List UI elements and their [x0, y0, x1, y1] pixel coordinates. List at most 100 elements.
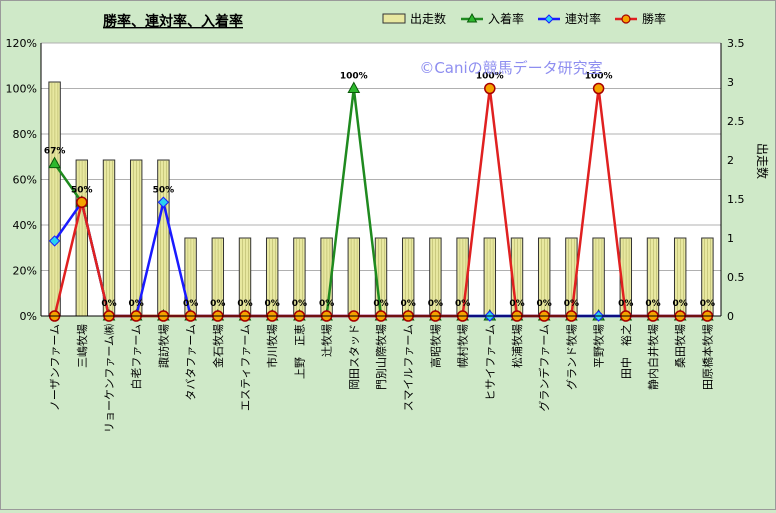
category-label: 白老ファーム [129, 324, 143, 390]
right-tick-label: 3.5 [727, 37, 745, 50]
data-label: 0% [673, 299, 688, 309]
data-labels: 67% 50% 0% 0% 50% 0% 0% 0% 0% 0% 0% 100% 0% 0% 0% 0% 100… [44, 72, 715, 310]
right-tick-label: 0 [727, 310, 734, 323]
category-label: ノーザンファーム [49, 324, 62, 411]
bar [592, 237, 605, 317]
data-label: 0% [210, 299, 225, 309]
category-label: 諏訪牧場 [156, 324, 170, 368]
bar-hatch [486, 239, 494, 316]
bar-hatch [51, 83, 59, 316]
right-tick-label: 0.5 [727, 271, 745, 284]
data-label: 67% [44, 147, 66, 157]
data-label: 0% [645, 299, 660, 309]
category-label: タバタファーム [185, 324, 198, 401]
legend-label: 入着率 [488, 11, 524, 26]
category-label: 田原橋本牧場 [700, 324, 714, 390]
circle-marker [76, 196, 88, 208]
left-tick-label: 60% [13, 174, 37, 187]
bar-hatch [595, 239, 603, 316]
data-label: 100% [340, 72, 368, 82]
legend-label: 連対率 [565, 11, 601, 26]
right-tick-label: 1.5 [727, 193, 745, 206]
category-label: 幌村牧場 [456, 324, 470, 368]
bar-hatch [541, 239, 548, 316]
data-label: 0% [455, 299, 470, 309]
circle-marker [592, 82, 605, 95]
category-label: 金石牧場 [211, 324, 225, 368]
bar-hatch [214, 239, 222, 316]
legend-label: 出走数 [410, 11, 446, 26]
chart-title: 勝率、連対率、入着率 [103, 13, 243, 30]
legend-label: 勝率 [642, 11, 666, 26]
data-label: 0% [292, 299, 307, 309]
bar-hatch [78, 161, 86, 316]
data-label: 0% [564, 299, 579, 309]
bar-hatch [650, 239, 657, 316]
category-label: 三嶋牧場 [75, 324, 89, 368]
data-label: 100% [585, 72, 613, 82]
category-label: 桑田牧場 [673, 324, 687, 368]
legend-diamond-marker [544, 14, 554, 24]
legend-circle-marker [621, 14, 631, 24]
diamond-marker [48, 235, 61, 247]
legend-swatch-bar [382, 13, 406, 24]
category-label: 上野 正恵 [292, 324, 306, 379]
data-label: 0% [319, 299, 334, 309]
bar-hatch [677, 239, 684, 316]
category-label: エスティファーム [239, 324, 252, 411]
data-label: 0% [428, 299, 443, 309]
data-label: 0% [265, 299, 280, 309]
left-tick-label: 100% [6, 83, 37, 96]
circle-marker [484, 82, 496, 95]
bar-hatch [350, 239, 358, 316]
data-label: 100% [476, 72, 504, 82]
data-label: 50% [153, 185, 175, 195]
category-label: リョーケンファーム㈱ [103, 324, 116, 433]
left-tick-label: 40% [13, 219, 37, 232]
bar-hatch [242, 239, 249, 316]
data-label: 0% [183, 299, 198, 309]
data-label: 0% [101, 299, 116, 309]
left-tick-label: 20% [13, 265, 37, 278]
data-label: 50% [71, 185, 93, 195]
category-label: ヒサイファーム [484, 324, 497, 401]
left-tick-label: 120% [6, 37, 37, 50]
category-label: グランデファーム [537, 324, 551, 412]
bar-series [48, 81, 714, 317]
bar-hatch [160, 161, 167, 316]
right-tick-label: 2.5 [727, 115, 745, 128]
left-tick-label: 80% [13, 128, 37, 141]
category-label: 門別山際牧場 [374, 324, 388, 390]
bar-hatch [133, 161, 140, 316]
data-label: 0% [700, 299, 715, 309]
axes: 0% 20% 40% 60% 80% 100% 120% 0 0.5 1 1.5 2 2.5 3 3.5 ノー… [6, 37, 745, 433]
bar-hatch [296, 239, 303, 316]
category-label: 市川牧場 [265, 324, 279, 368]
legend: 出走数 入着率 連対率 勝率 [382, 11, 666, 26]
data-label: 0% [129, 299, 144, 309]
data-label: 0% [509, 299, 524, 309]
bar-hatch [106, 161, 113, 316]
legend-triangle-marker [466, 12, 478, 23]
category-label: 平野牧場 [592, 324, 606, 368]
data-label: 0% [373, 299, 388, 309]
left-tick-label: 0% [20, 310, 37, 323]
category-label: スマイルファーム [402, 324, 415, 411]
bar-hatch [269, 239, 276, 316]
category-label: 静内白井牧場 [646, 324, 660, 390]
bar-hatch [704, 239, 711, 316]
right-tick-label: 3 [727, 76, 734, 89]
data-label: 0% [237, 299, 252, 309]
category-label: 高昭牧場 [428, 324, 442, 368]
category-label: 岡田スタッド [348, 324, 361, 390]
category-label: グランド牧場 [564, 324, 578, 390]
category-label: 田中 裕之 [619, 324, 633, 379]
data-label: 0% [618, 299, 633, 309]
category-label: 松浦牧場 [510, 324, 524, 368]
bar-hatch [405, 239, 412, 316]
triangle-marker [347, 81, 361, 93]
data-label: 0% [537, 299, 552, 309]
data-label: 0% [401, 299, 416, 309]
bar-hatch [432, 239, 439, 316]
